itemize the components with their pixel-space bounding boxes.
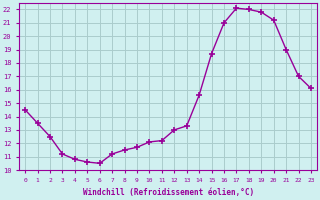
X-axis label: Windchill (Refroidissement éolien,°C): Windchill (Refroidissement éolien,°C) bbox=[83, 188, 254, 197]
